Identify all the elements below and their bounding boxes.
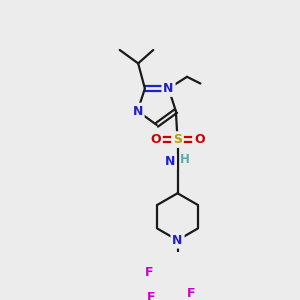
- Text: F: F: [187, 287, 195, 300]
- Text: S: S: [173, 133, 182, 146]
- Text: N: N: [172, 234, 183, 247]
- Text: O: O: [194, 133, 205, 146]
- Text: F: F: [146, 291, 155, 300]
- Text: H: H: [180, 153, 190, 166]
- Text: N: N: [132, 105, 143, 118]
- Text: O: O: [150, 133, 161, 146]
- Text: N: N: [164, 82, 174, 95]
- Text: F: F: [145, 266, 153, 279]
- Text: N: N: [165, 155, 175, 168]
